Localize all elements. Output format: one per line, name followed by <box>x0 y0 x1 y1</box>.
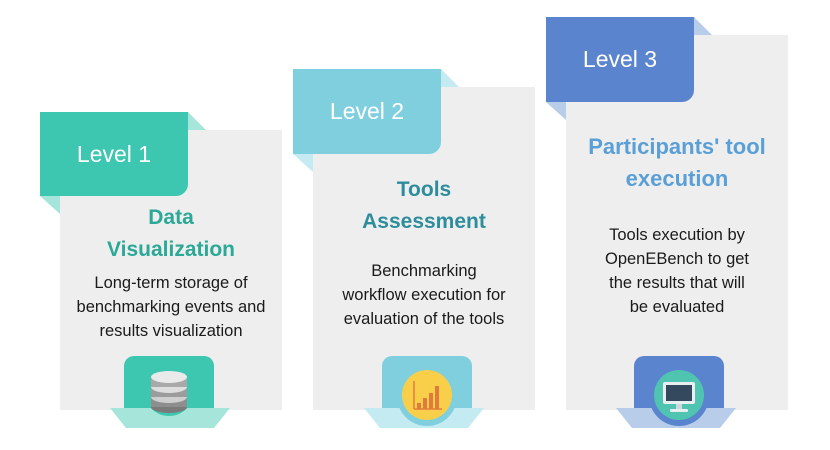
level-1-fold <box>188 112 206 130</box>
level-1-description: Long-term storage of benchmarking events… <box>60 271 282 343</box>
level-2-title-line: Assessment <box>362 210 486 233</box>
monitor-icon <box>654 370 704 420</box>
level-3-desc-line: OpenEBench to get <box>604 250 750 268</box>
level-3-desc-line: be evaluated <box>629 298 725 316</box>
level-3-fold <box>694 17 712 35</box>
level-3-tab: Level 3 <box>546 17 694 102</box>
level-3-title-line: execution <box>625 166 729 191</box>
level-1-tab: Level 1 <box>40 112 188 196</box>
level-3-fold-bottom <box>546 102 566 120</box>
level-1-ribbon <box>110 408 230 428</box>
level-1-title-line: Data <box>148 206 194 229</box>
level-1-fold-bottom <box>40 196 60 214</box>
level-2-description: Benchmarking workflow execution for eval… <box>313 259 535 331</box>
level-2-tab-label: Level 2 <box>329 98 405 124</box>
level-3-desc-line: Tools execution by <box>609 226 745 244</box>
level-2-title: Tools Assessment <box>313 174 535 238</box>
level-1-desc-line: Long-term storage of <box>94 274 248 292</box>
level-3-title: Participants' tool execution <box>566 131 788 195</box>
level-2-desc-line: workflow execution for <box>342 286 506 304</box>
bar-chart-icon <box>402 370 452 420</box>
level-1-tab-label: Level 1 <box>76 140 152 167</box>
level-3-tab-label: Level 3 <box>582 46 658 72</box>
level-1-desc-line: results visualization <box>99 322 243 340</box>
database-icon <box>151 371 187 413</box>
level-2-fold <box>441 69 459 87</box>
level-1-title-line: Visualization <box>107 238 235 261</box>
level-3-description: Tools execution by OpenEBench to get the… <box>566 223 788 319</box>
level-1-title: Data Visualization <box>60 202 282 266</box>
level-2-desc-line: Benchmarking <box>371 262 477 280</box>
level-3-title-line: Participants' tool <box>588 134 766 159</box>
level-1-desc-line: benchmarking events and <box>76 298 266 316</box>
level-2-desc-line: evaluation of the tools <box>343 310 505 328</box>
level-2-tab: Level 2 <box>293 69 441 154</box>
level-2-fold-bottom <box>293 154 313 172</box>
level-3-desc-line: the results that will <box>609 274 745 292</box>
level-2-title-line: Tools <box>396 178 452 201</box>
